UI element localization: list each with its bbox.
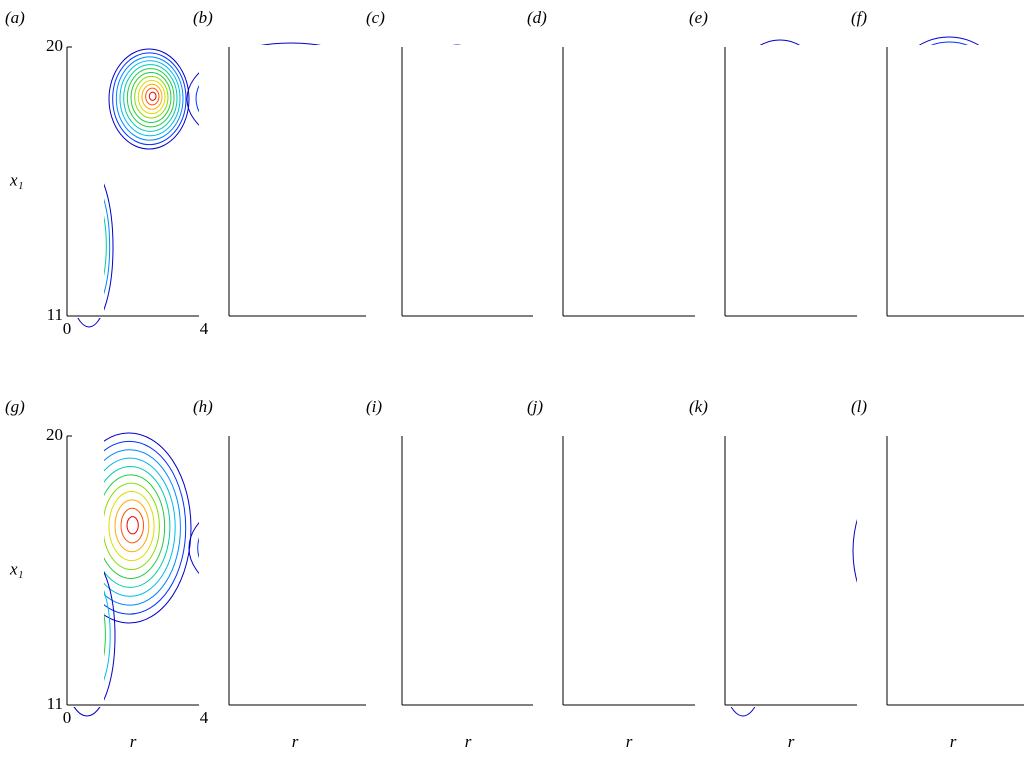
- x-tick-label: 4: [200, 708, 209, 727]
- panel-label: (a): [5, 8, 25, 27]
- contour-line: [115, 56, 184, 141]
- contour-line: [145, 87, 160, 106]
- mask: [857, 45, 1026, 318]
- contour-line: [102, 482, 160, 571]
- x-axis-label: r: [788, 732, 795, 751]
- y-tick-label: 20: [46, 425, 63, 444]
- x-tick-label: 0: [63, 708, 72, 727]
- contour-line: [112, 52, 187, 146]
- y-tick-label: 11: [47, 694, 63, 713]
- panel-label: (d): [527, 8, 547, 27]
- x-axis-label: r: [626, 732, 633, 751]
- y-tick-label: 20: [46, 36, 63, 55]
- panel-label: (i): [366, 397, 382, 416]
- contour-line: [126, 516, 139, 535]
- contour-line: [134, 75, 169, 119]
- contour-line: [123, 64, 178, 132]
- mask: [857, 434, 1026, 707]
- mask: [37, 434, 104, 707]
- panel-label: (f): [851, 8, 867, 27]
- x-axis-label: r: [465, 732, 472, 751]
- panel-label: (c): [366, 8, 385, 27]
- panel: r: [852, 434, 1026, 751]
- contour-line: [119, 60, 181, 137]
- x-tick-label: 4: [200, 319, 209, 338]
- contour-line: [148, 91, 157, 101]
- panel-label: (g): [5, 397, 25, 416]
- y-axis-label: x₁: [9, 170, 23, 189]
- contour-line: [130, 72, 172, 123]
- panel: [857, 36, 1026, 318]
- contour-line: [108, 48, 190, 150]
- contour-line: [137, 79, 166, 115]
- contour-line: [126, 68, 175, 128]
- y-axis-label: x₁: [9, 559, 23, 578]
- panel: 11 20 0 4 x₁ r: [9, 425, 209, 751]
- mask: [37, 45, 104, 318]
- panel-label: (b): [193, 8, 213, 27]
- panel-label: (l): [851, 397, 867, 416]
- contour-line: [120, 507, 145, 544]
- x-axis-label: r: [950, 732, 957, 751]
- panel-label: (j): [527, 397, 543, 416]
- panel: 11 20 0 4 x₁: [9, 36, 209, 338]
- x-axis-label: r: [130, 732, 137, 751]
- contour-line: [114, 499, 150, 553]
- panel-label: (e): [689, 8, 708, 27]
- panel-label: (k): [689, 397, 708, 416]
- contour-line: [108, 491, 155, 562]
- panel-label: (h): [193, 397, 213, 416]
- contour-line: [141, 83, 163, 110]
- x-tick-label: 0: [63, 319, 72, 338]
- y-tick-label: 11: [47, 305, 63, 324]
- x-axis-label: r: [292, 732, 299, 751]
